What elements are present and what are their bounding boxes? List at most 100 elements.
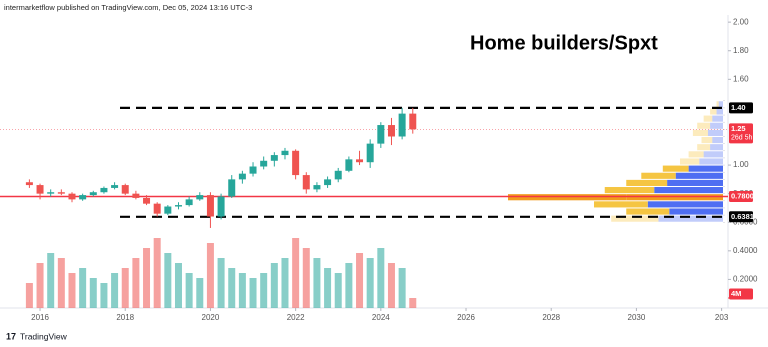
x-tick-label: 2018 — [116, 313, 134, 322]
profile-up — [707, 129, 723, 136]
volume-bar — [238, 273, 246, 308]
profile-down — [692, 129, 708, 136]
candle-body — [111, 185, 119, 188]
candle-body — [302, 175, 310, 190]
volume-bar — [292, 238, 300, 308]
candle-body — [292, 150, 300, 176]
header: intermarketflow published on TradingView… — [4, 3, 252, 12]
volume-bar — [387, 263, 395, 308]
volume-bar — [398, 268, 406, 308]
profile-up — [647, 201, 723, 208]
profile-up — [675, 172, 723, 179]
candle-body — [185, 199, 193, 206]
profile-down — [626, 179, 668, 187]
volume-bar — [356, 253, 364, 308]
candle-body — [334, 170, 342, 180]
y-tick-label: 0.4000 — [733, 246, 758, 255]
price-tag — [729, 102, 753, 114]
candle-body — [387, 125, 395, 137]
volume-bar — [228, 268, 236, 308]
profile-down — [703, 115, 713, 122]
profile-up — [712, 115, 723, 122]
volume-bar — [121, 268, 129, 308]
candle-body — [281, 150, 289, 156]
profile-down — [611, 215, 659, 222]
footer: TradingView — [20, 331, 68, 341]
candle-body — [398, 113, 406, 137]
x-tick-label: 2028 — [542, 313, 560, 322]
volume-bar — [196, 278, 204, 308]
volume-bar — [132, 258, 140, 308]
volume-bar — [89, 278, 97, 308]
profile-up — [718, 101, 723, 108]
candle-body — [68, 193, 76, 200]
profile-down — [701, 136, 713, 144]
volume-bar — [57, 258, 65, 308]
volume-bar — [36, 263, 44, 308]
y-tick-label: 0.2000 — [733, 275, 758, 284]
y-tick-label: 2.00 — [733, 17, 749, 26]
x-tick-label: 2026 — [457, 313, 475, 322]
price-tag-label: 1.40 — [731, 103, 746, 112]
profile-up — [710, 122, 723, 129]
profile-down — [641, 172, 676, 179]
profile-up — [710, 144, 723, 151]
y-tick-label: 1.60 — [733, 74, 749, 83]
volume-bar — [164, 253, 172, 308]
chart-title: Home builders/Spxt — [470, 32, 658, 54]
volume-bar — [313, 258, 321, 308]
profile-down — [594, 201, 648, 208]
profile-up — [699, 158, 723, 165]
candle-body — [100, 187, 108, 193]
profile-down — [680, 158, 700, 165]
candle-body — [313, 185, 321, 190]
price-tag — [729, 211, 753, 223]
price-tag — [729, 191, 753, 203]
candle-body — [57, 192, 65, 194]
price-tag-label: 0.7800 — [731, 192, 754, 201]
profile-up — [669, 208, 723, 215]
profile-down — [662, 165, 689, 172]
candle-body — [249, 166, 257, 174]
price-tag-label: 1.25 — [731, 124, 746, 133]
profile-up — [712, 136, 723, 144]
candle-body — [153, 203, 161, 214]
candle-body — [206, 195, 214, 217]
profile-down — [626, 208, 670, 215]
price-tag-sublabel: 26d 5h — [731, 135, 753, 142]
profile-up — [658, 215, 723, 222]
candle-body — [356, 159, 364, 163]
candle-body — [217, 196, 225, 217]
volume-bar — [334, 273, 342, 308]
candle-body — [79, 195, 87, 200]
volume-bar — [345, 263, 353, 308]
profile-down — [710, 108, 717, 115]
volume-bar — [79, 268, 87, 308]
y-tick-label: 1.00 — [733, 160, 749, 169]
x-tick-label: 203 — [715, 313, 729, 322]
volume-bar — [366, 258, 374, 308]
footer-logo: 17 — [6, 331, 16, 341]
candle-body — [164, 206, 172, 214]
volume-bar — [260, 273, 268, 308]
profile-up — [688, 165, 723, 172]
volume-bar — [324, 268, 332, 308]
profile-up — [667, 179, 723, 187]
volume-bar — [249, 278, 257, 308]
svg-text:17: 17 — [6, 331, 16, 341]
volume-bar — [174, 263, 182, 308]
volume-bar — [143, 248, 151, 308]
volume-bar — [377, 248, 385, 308]
price-tag — [729, 288, 753, 300]
candle-body — [228, 179, 236, 197]
profile-up — [716, 108, 723, 115]
candle-body — [366, 143, 374, 163]
candle-body — [47, 192, 55, 194]
x-tick-label: 2016 — [31, 313, 49, 322]
x-tick-label: 2030 — [628, 313, 646, 322]
y-tick-label: 1.80 — [733, 46, 749, 55]
volume-bar — [25, 283, 33, 308]
candle-body — [260, 160, 268, 167]
candle-body — [324, 179, 332, 186]
price-tag-label: 4M — [731, 289, 741, 298]
